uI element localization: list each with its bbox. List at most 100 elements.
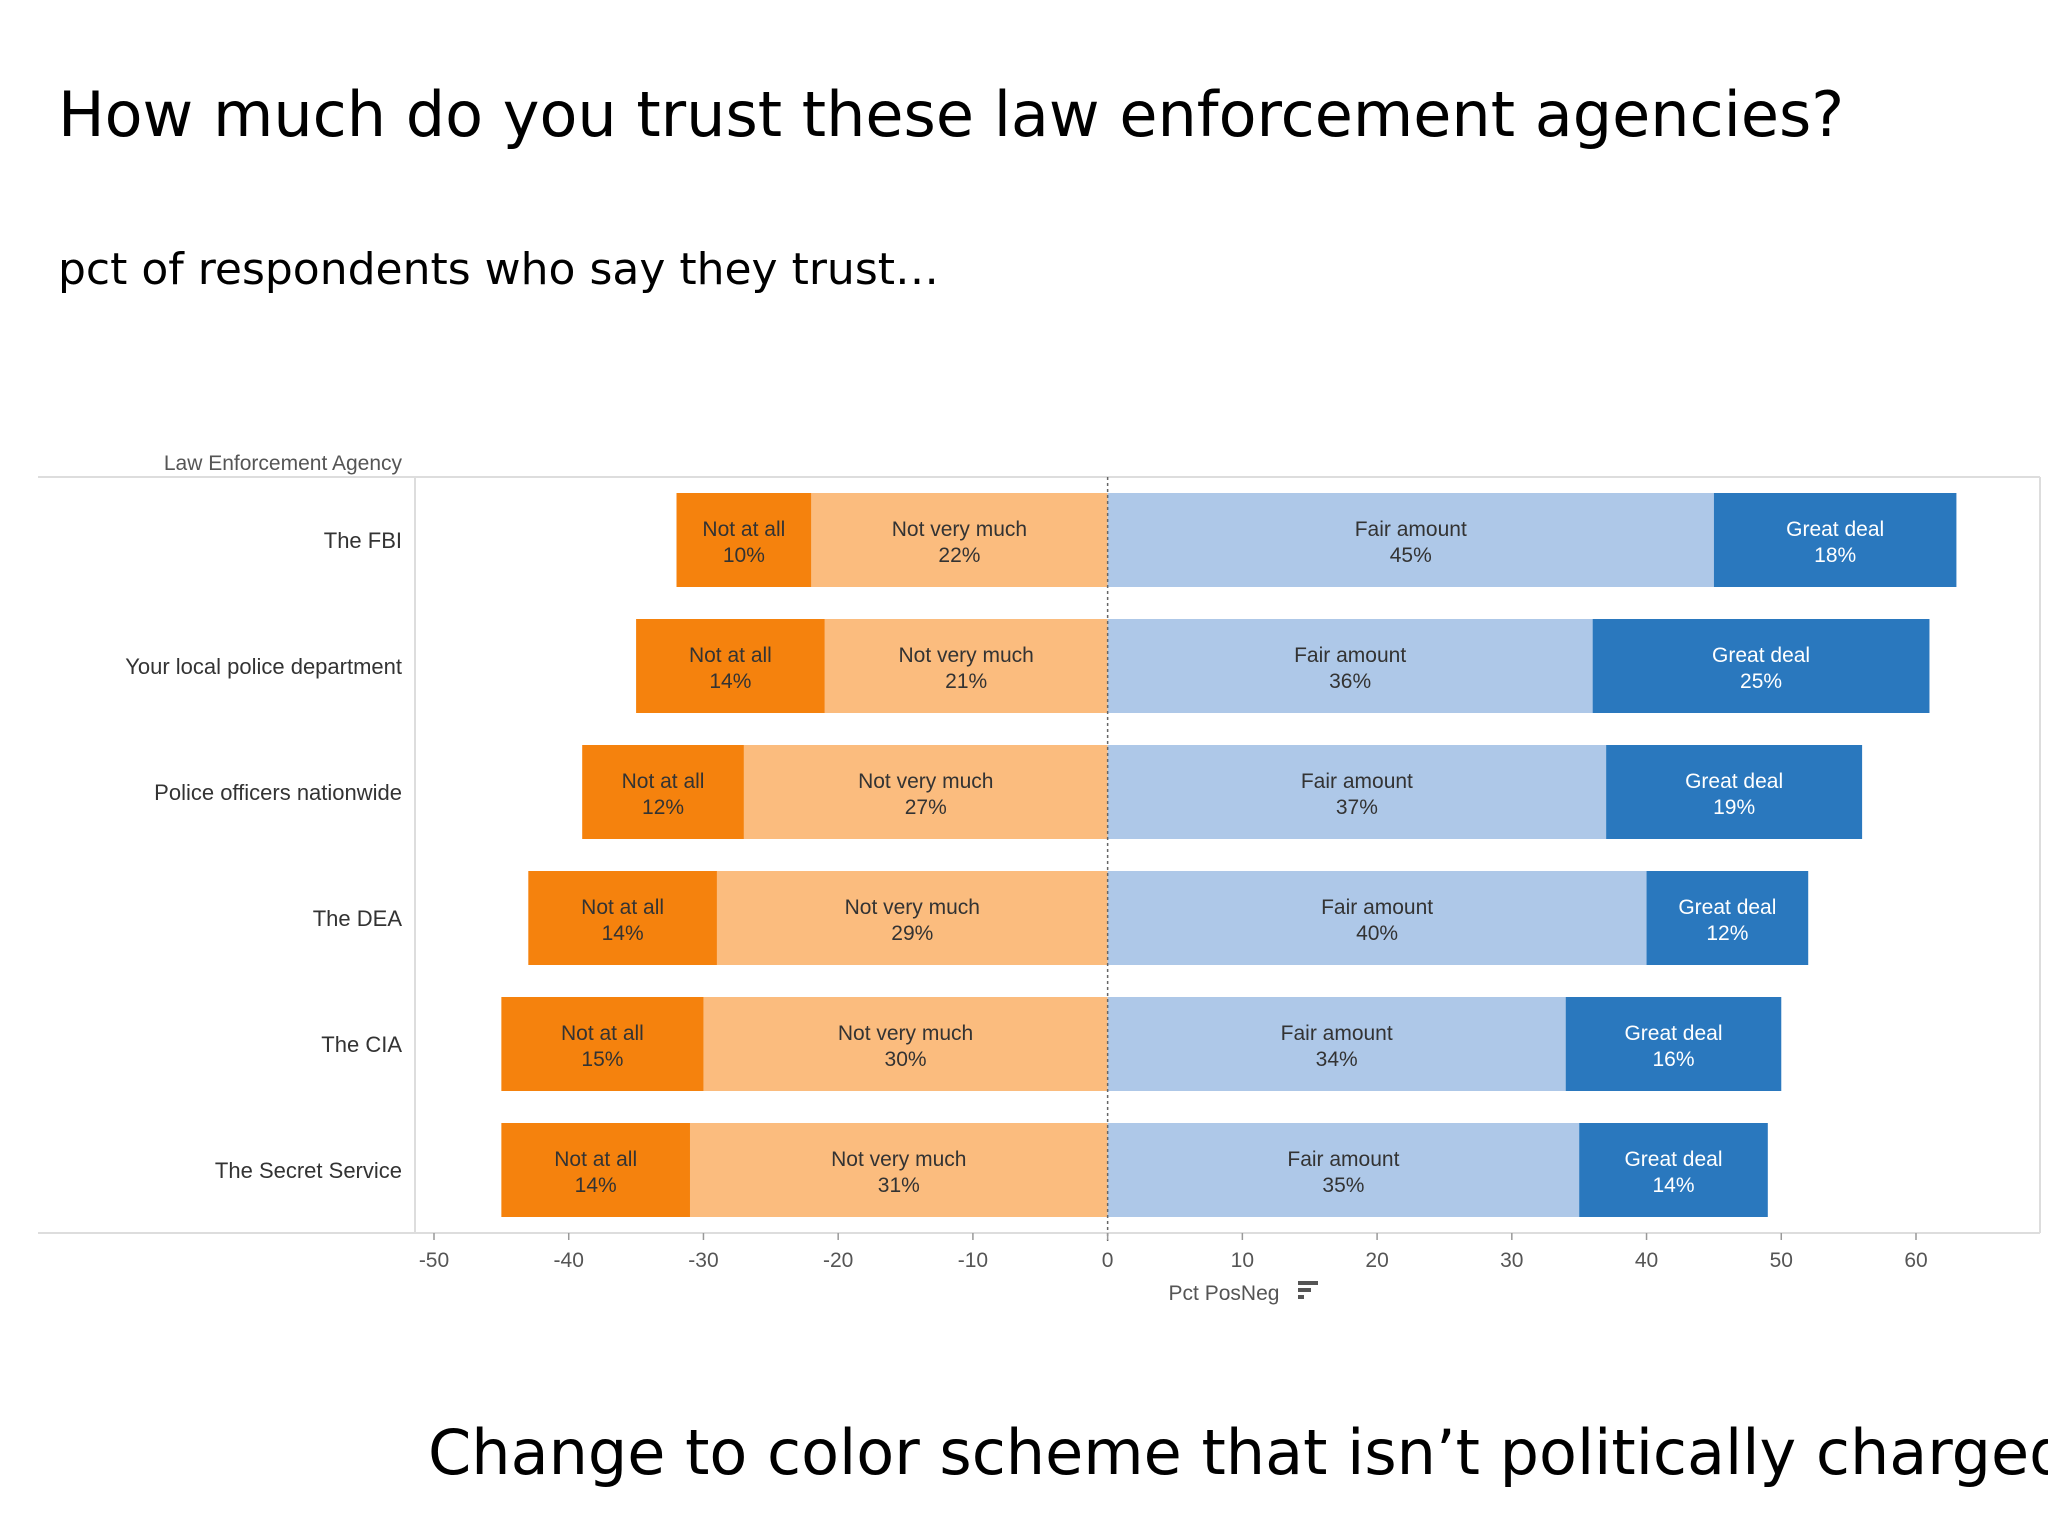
segment-value-label: 31% [878, 1174, 920, 1197]
slide-note: Change to color scheme that isn’t politi… [428, 1416, 2048, 1489]
segment-value-label: 18% [1814, 544, 1856, 567]
bar-segment [716, 871, 1108, 965]
segment-name-label: Fair amount [1321, 896, 1433, 919]
bar-row: Your local police department Not very muc… [125, 619, 1930, 713]
x-tick-label: 30 [1500, 1249, 1523, 1272]
bar-segment [811, 493, 1108, 587]
bar-segment [1713, 493, 1957, 587]
segment-value-label: 40% [1356, 922, 1398, 945]
row-header-label: Law Enforcement Agency [164, 452, 403, 475]
bar-segment [1107, 1123, 1580, 1217]
segment-value-label: 15% [581, 1048, 623, 1071]
segment-value-label: 27% [905, 796, 947, 819]
category-label: The FBI [324, 528, 402, 553]
x-tick-label: 10 [1231, 1249, 1254, 1272]
segment-name-label: Great deal [1624, 1022, 1722, 1045]
category-label: Your local police department [125, 654, 402, 679]
bar-segment [1606, 745, 1863, 839]
segment-value-label: 34% [1316, 1048, 1358, 1071]
sort-icon[interactable] [1298, 1281, 1318, 1299]
segment-name-label: Not very much [858, 770, 993, 793]
segment-name-label: Not at all [702, 518, 785, 541]
bar-segment [689, 1123, 1108, 1217]
bar-segment [1107, 997, 1566, 1091]
slide-subtitle: pct of respondents who say they trust… [58, 244, 939, 295]
segment-name-label: Great deal [1786, 518, 1884, 541]
segment-value-label: 36% [1329, 670, 1371, 693]
segment-name-label: Not at all [581, 896, 664, 919]
segment-name-label: Not very much [892, 518, 1027, 541]
segment-name-label: Fair amount [1294, 644, 1406, 667]
x-tick-label: 50 [1770, 1249, 1793, 1272]
segment-name-label: Great deal [1624, 1148, 1722, 1171]
segment-value-label: 12% [642, 796, 684, 819]
segment-value-label: 21% [945, 670, 987, 693]
bar-row: Police officers nationwide Not very much 2… [154, 745, 1863, 839]
bar-segment [1646, 871, 1809, 965]
x-tick-label: -30 [688, 1249, 718, 1272]
slide-title: How much do you trust these law enforcem… [58, 78, 1845, 151]
bar-segment [582, 745, 744, 839]
bar-segment [1565, 997, 1782, 1091]
bar-segment [528, 871, 717, 965]
bar-segment [636, 619, 825, 713]
segment-value-label: 19% [1713, 796, 1755, 819]
x-axis-label: Pct PosNeg [1169, 1282, 1280, 1305]
segment-value-label: 14% [1652, 1174, 1694, 1197]
segment-value-label: 25% [1740, 670, 1782, 693]
category-label: The CIA [321, 1032, 402, 1057]
category-label: The DEA [313, 906, 403, 931]
segment-value-label: 14% [575, 1174, 617, 1197]
x-tick-label: -10 [958, 1249, 988, 1272]
segment-name-label: Not very much [838, 1022, 973, 1045]
segment-name-label: Fair amount [1355, 518, 1467, 541]
bar-segment [501, 997, 704, 1091]
category-label: The Secret Service [215, 1158, 402, 1183]
bar-segment [1107, 493, 1714, 587]
x-tick-label: -40 [554, 1249, 584, 1272]
segment-name-label: Not at all [561, 1022, 644, 1045]
bar-row: The Secret Service Not very much 31% Not at… [215, 1123, 1768, 1217]
x-tick-label: 20 [1365, 1249, 1388, 1272]
segment-name-label: Great deal [1712, 644, 1810, 667]
segment-value-label: 22% [938, 544, 980, 567]
segment-value-label: 30% [885, 1048, 927, 1071]
segment-name-label: Fair amount [1301, 770, 1413, 793]
segment-name-label: Not at all [622, 770, 705, 793]
segment-value-label: 12% [1706, 922, 1748, 945]
bar-segment [1107, 619, 1593, 713]
bar-segment [1592, 619, 1930, 713]
segment-name-label: Fair amount [1281, 1022, 1393, 1045]
bar-segment [743, 745, 1108, 839]
segment-value-label: 14% [602, 922, 644, 945]
segment-name-label: Not at all [689, 644, 772, 667]
bar-segment [703, 997, 1108, 1091]
bar-row: The DEA Not very much 29% Not at all 14% Fair… [313, 871, 1809, 965]
segment-value-label: 29% [891, 922, 933, 945]
segment-name-label: Great deal [1685, 770, 1783, 793]
segment-name-label: Not very much [845, 896, 980, 919]
x-tick-label: -20 [823, 1249, 853, 1272]
x-tick-label: -50 [419, 1249, 449, 1272]
category-label: Police officers nationwide [154, 780, 402, 805]
segment-value-label: 10% [723, 544, 765, 567]
bar-segment [1579, 1123, 1768, 1217]
bar-segment [676, 493, 812, 587]
bar-segment [1107, 871, 1647, 965]
bar-segment [1107, 745, 1607, 839]
bar-segment [824, 619, 1108, 713]
x-tick-label: 40 [1635, 1249, 1658, 1272]
segment-name-label: Not very much [831, 1148, 966, 1171]
segment-name-label: Fair amount [1287, 1148, 1399, 1171]
segment-name-label: Not at all [554, 1148, 637, 1171]
segment-value-label: 45% [1390, 544, 1432, 567]
bar-row: The CIA Not very much 30% Not at all 15% Fair… [321, 997, 1782, 1091]
x-tick-label: 60 [1904, 1249, 1927, 1272]
segment-value-label: 14% [709, 670, 751, 693]
segment-name-label: Not very much [898, 644, 1033, 667]
bar-segment [501, 1123, 690, 1217]
segment-value-label: 37% [1336, 796, 1378, 819]
segment-value-label: 35% [1322, 1174, 1364, 1197]
x-tick-label: 0 [1102, 1249, 1114, 1272]
